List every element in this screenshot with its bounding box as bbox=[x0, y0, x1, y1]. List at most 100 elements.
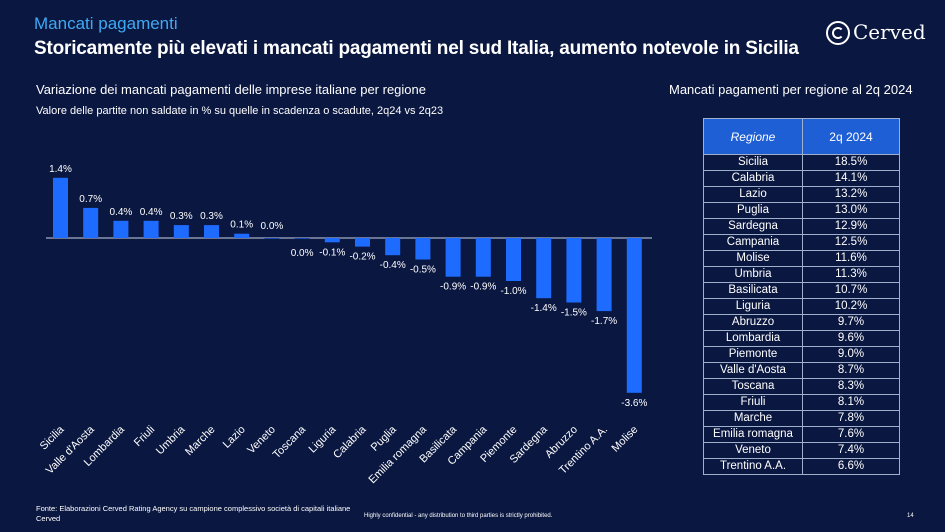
data-label: 0.0% bbox=[291, 248, 314, 259]
table-row: Calabria 14.1% bbox=[703, 170, 900, 187]
table-row: Sardegna 12.9% bbox=[703, 218, 900, 235]
table-row: Valle d'Aosta 8.7% bbox=[703, 362, 900, 379]
data-label: -1.4% bbox=[531, 303, 557, 314]
data-label: -0.5% bbox=[410, 265, 436, 276]
bar bbox=[626, 238, 642, 393]
table-cell-value: 13.0% bbox=[802, 202, 900, 219]
bar bbox=[143, 220, 159, 238]
table-cell-region: Trentino A.A. bbox=[703, 458, 803, 475]
table-row: Puglia 13.0% bbox=[703, 202, 900, 219]
table-cell-value: 8.3% bbox=[802, 378, 900, 395]
table-cell-value: 9.7% bbox=[802, 314, 900, 331]
bar bbox=[173, 225, 189, 238]
chart-title: Variazione dei mancati pagamenti delle i… bbox=[36, 82, 426, 97]
data-label: 0.0% bbox=[261, 221, 284, 232]
table-cell-value: 13.2% bbox=[802, 186, 900, 203]
table-row: Lombardia 9.6% bbox=[703, 330, 900, 347]
bar bbox=[506, 238, 521, 281]
table-row: Toscana 8.3% bbox=[703, 378, 900, 395]
source-note: Fonte: Elaborazioni Cerved Rating Agency… bbox=[36, 504, 351, 523]
table-cell-value: 11.3% bbox=[802, 266, 900, 283]
table-cell-value: 6.6% bbox=[802, 458, 900, 475]
table-cell-region: Marche bbox=[703, 410, 803, 427]
data-label: -0.9% bbox=[470, 282, 496, 293]
table-cell-value: 8.1% bbox=[802, 394, 900, 411]
table-cell-value: 18.5% bbox=[802, 154, 900, 171]
data-label: -1.0% bbox=[500, 286, 526, 297]
table-row: Umbria 11.3% bbox=[703, 266, 900, 283]
table-cell-value: 9.6% bbox=[802, 330, 900, 347]
bar bbox=[264, 238, 280, 239]
tick-label: Toscana bbox=[271, 423, 309, 461]
column-header-regione: Regione bbox=[703, 118, 803, 155]
table-row: Emilia romagna 7.6% bbox=[703, 426, 900, 443]
table-row: Liguria 10.2% bbox=[703, 298, 900, 315]
table-cell-region: Sardegna bbox=[703, 218, 803, 235]
table-title: Mancati pagamenti per regione al 2q 2024 bbox=[669, 82, 913, 97]
data-label: -0.9% bbox=[440, 282, 466, 293]
table-cell-region: Umbria bbox=[703, 266, 803, 283]
bar bbox=[294, 238, 310, 239]
tick-label: Marche bbox=[183, 424, 217, 458]
table-row: Trentino A.A. 6.6% bbox=[703, 458, 900, 475]
table-cell-region: Molise bbox=[703, 250, 803, 267]
table-cell-region: Campania bbox=[703, 234, 803, 251]
tick-label: Calabria bbox=[331, 423, 369, 461]
page-number: 14 bbox=[907, 513, 914, 519]
table-cell-region: Liguria bbox=[703, 298, 803, 315]
table-cell-value: 8.7% bbox=[802, 362, 900, 379]
data-label: 0.7% bbox=[79, 194, 102, 205]
table-cell-value: 9.0% bbox=[802, 346, 900, 363]
bar bbox=[566, 238, 582, 303]
bar bbox=[204, 225, 219, 238]
table-row: Marche 7.8% bbox=[703, 410, 900, 427]
tick-label: Friuli bbox=[132, 424, 157, 449]
data-label: -0.1% bbox=[319, 247, 345, 258]
bar bbox=[113, 220, 129, 238]
data-label: -0.2% bbox=[349, 252, 375, 263]
tick-label: Umbria bbox=[154, 423, 188, 457]
bar bbox=[445, 238, 461, 277]
table-cell-value: 14.1% bbox=[802, 170, 900, 187]
table-row: Lazio 13.2% bbox=[703, 186, 900, 203]
bar bbox=[355, 238, 370, 247]
table-header-row: Regione 2q 2024 bbox=[703, 118, 900, 155]
table-row: Sicilia 18.5% bbox=[703, 154, 900, 171]
confidential-note: Highly confidential - any distribution t… bbox=[364, 513, 553, 519]
table-cell-value: 11.6% bbox=[802, 250, 900, 267]
table-row: Piemonte 9.0% bbox=[703, 346, 900, 363]
table-cell-region: Valle d'Aosta bbox=[703, 362, 803, 379]
table-cell-value: 10.2% bbox=[802, 298, 900, 315]
data-label: 0.4% bbox=[110, 207, 133, 218]
table-cell-region: Calabria bbox=[703, 170, 803, 187]
table-cell-region: Sicilia bbox=[703, 154, 803, 171]
bar bbox=[53, 177, 68, 238]
data-label: -1.5% bbox=[561, 308, 587, 319]
bar bbox=[234, 233, 250, 238]
table-cell-region: Emilia romagna bbox=[703, 426, 803, 443]
table-cell-value: 12.5% bbox=[802, 234, 900, 251]
table-row: Molise 11.6% bbox=[703, 250, 900, 267]
data-label: -3.6% bbox=[621, 398, 647, 409]
page-title: Storicamente più elevati i mancati pagam… bbox=[34, 38, 799, 59]
bar bbox=[596, 238, 612, 312]
data-label: -1.7% bbox=[591, 316, 617, 327]
data-label: 0.3% bbox=[170, 211, 193, 222]
table-row: Veneto 7.4% bbox=[703, 442, 900, 459]
table-cell-region: Veneto bbox=[703, 442, 803, 459]
table-cell-region: Basilicata bbox=[703, 282, 803, 299]
table-cell-region: Lazio bbox=[703, 186, 803, 203]
bar bbox=[475, 238, 491, 277]
table-cell-region: Piemonte bbox=[703, 346, 803, 363]
table-cell-value: 10.7% bbox=[802, 282, 900, 299]
bar bbox=[83, 207, 99, 238]
logo-text: Cerved bbox=[853, 20, 926, 44]
table-row: Basilicata 10.7% bbox=[703, 282, 900, 299]
section-title: Mancati pagamenti bbox=[34, 14, 178, 33]
data-label: 0.1% bbox=[230, 220, 253, 231]
table-cell-region: Lombardia bbox=[703, 330, 803, 347]
table-cell-value: 12.9% bbox=[802, 218, 900, 235]
table-cell-region: Abruzzo bbox=[703, 314, 803, 331]
cerved-logo-icon bbox=[826, 21, 850, 45]
